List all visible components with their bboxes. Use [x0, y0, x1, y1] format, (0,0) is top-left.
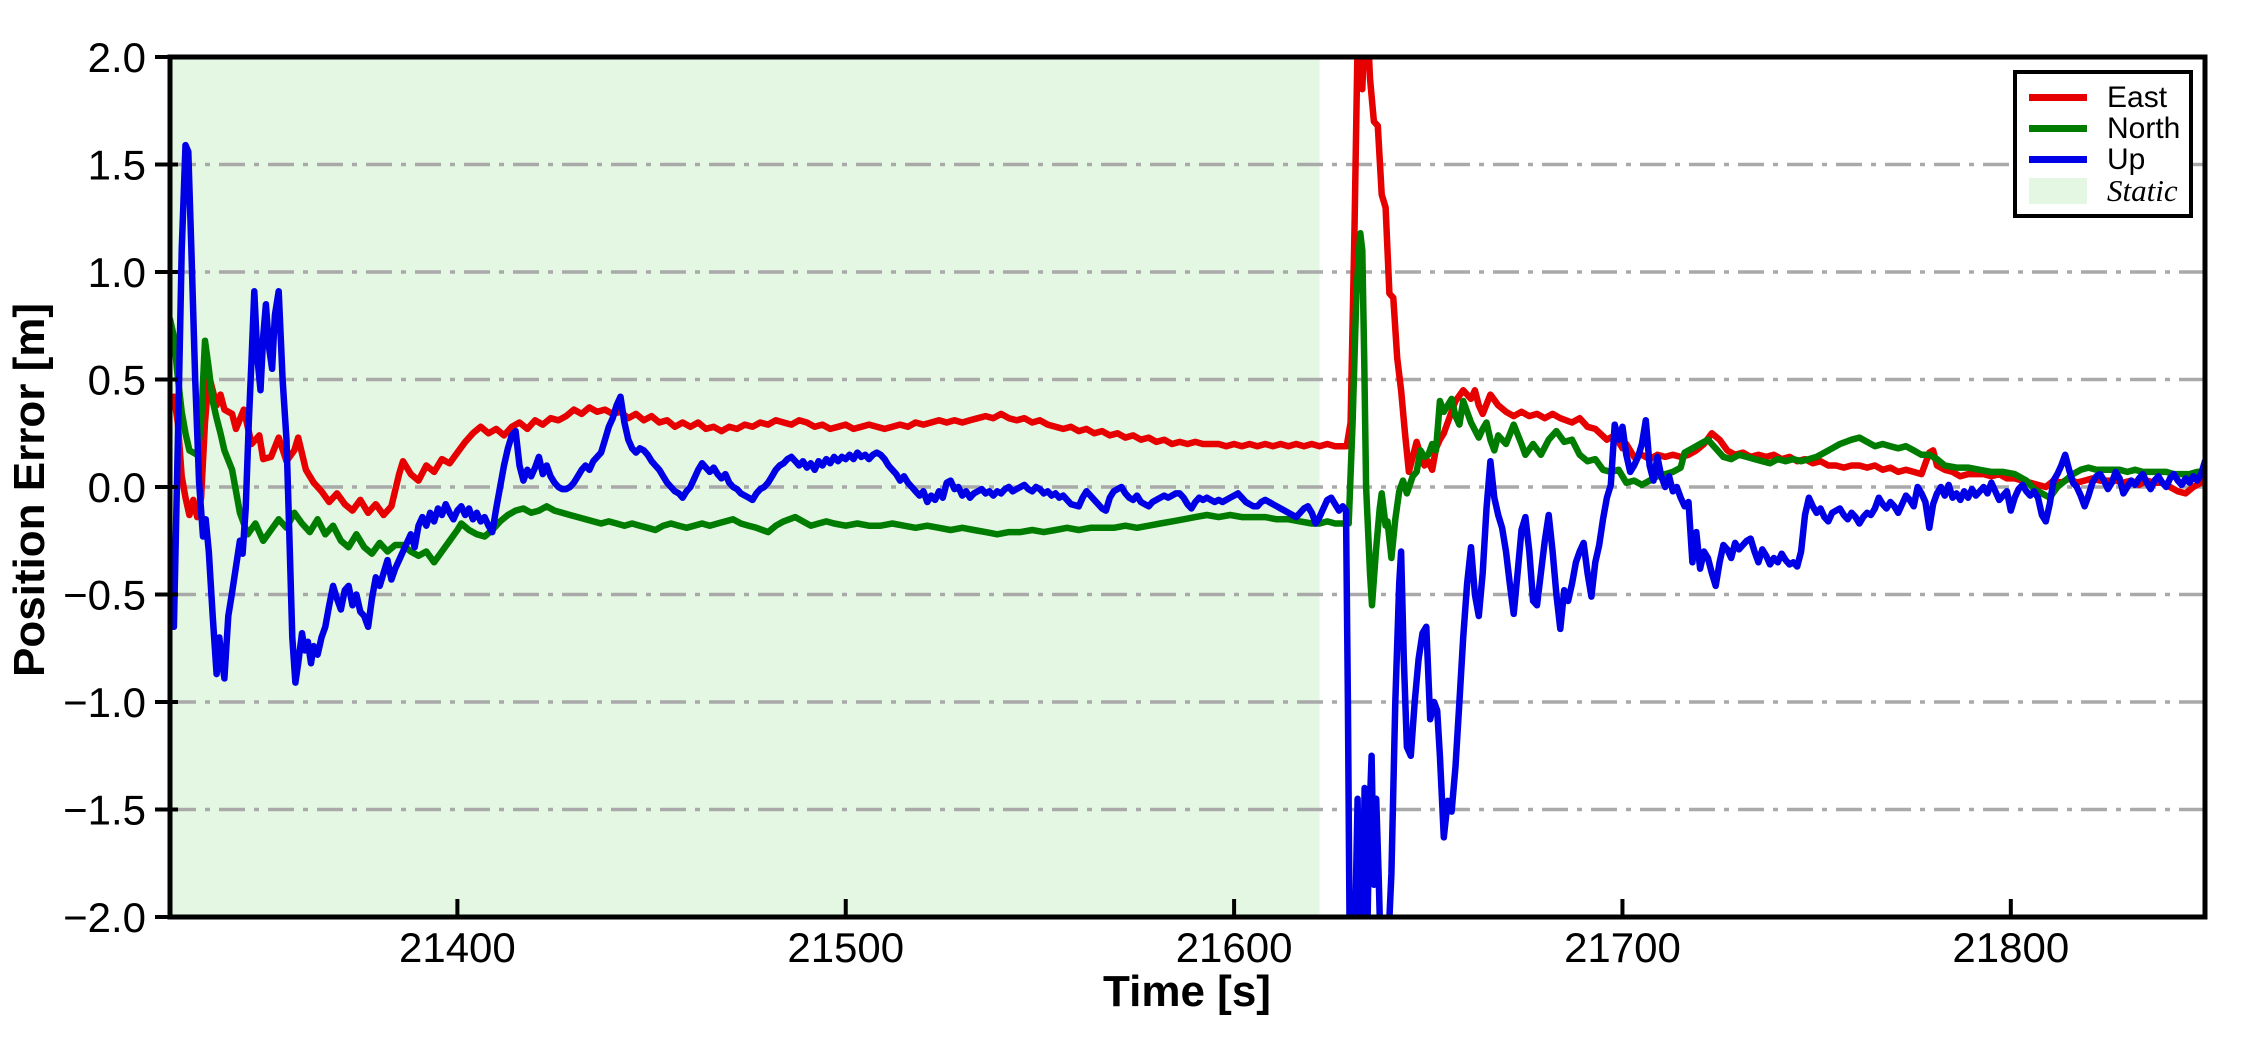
legend-item-static: Static	[2029, 172, 2189, 208]
y-tick-label: −2.0	[63, 894, 146, 941]
static-patch-swatch-icon	[2029, 177, 2087, 204]
east-line-swatch-icon	[2029, 94, 2087, 101]
series-layer	[170, 57, 2205, 917]
y-tick-label: −1.5	[63, 787, 146, 834]
y-tick-label: −0.5	[63, 572, 146, 619]
tick-layer	[155, 55, 2013, 919]
y-tick-label: −1.0	[63, 679, 146, 726]
up-line-swatch-icon	[2029, 156, 2087, 163]
series-line-north	[170, 230, 2205, 609]
x-tick-label: 21800	[1952, 924, 2069, 971]
legend: East North Up Static	[2013, 70, 2193, 218]
legend-item-up: Up	[2029, 142, 2189, 176]
y-tick-label: 0.0	[88, 464, 146, 511]
y-tick-label: 1.0	[88, 249, 146, 296]
y-tick-label: 1.5	[88, 142, 146, 189]
x-axis-label: Time [s]	[1103, 967, 1271, 1016]
x-tick-label: 21700	[1564, 924, 1681, 971]
series-line-up	[170, 141, 2205, 917]
x-tick-label: 21400	[399, 924, 516, 971]
north-line-swatch-icon	[2029, 125, 2087, 132]
tick-label-layer: 2.0 1.5 1.0 0.5 0.0 −0.5 −1.0 −1.5 −2.0 21400 2150…	[63, 34, 2069, 971]
y-tick-label: 0.5	[88, 357, 146, 404]
y-axis-label: Position Error [m]	[5, 303, 54, 677]
legend-item-east: East	[2029, 80, 2189, 114]
legend-label-up: Up	[2107, 142, 2146, 176]
series-line-east	[170, 57, 2205, 521]
gridline-layer	[170, 162, 2205, 812]
legend-label-east: East	[2107, 80, 2168, 114]
x-tick-label: 21500	[787, 924, 904, 971]
y-tick-label: 2.0	[88, 34, 146, 81]
legend-label-north: North	[2107, 111, 2181, 145]
legend-label-static: Static	[2107, 172, 2178, 208]
legend-item-north: North	[2029, 111, 2189, 145]
x-tick-label: 21600	[1176, 924, 1293, 971]
